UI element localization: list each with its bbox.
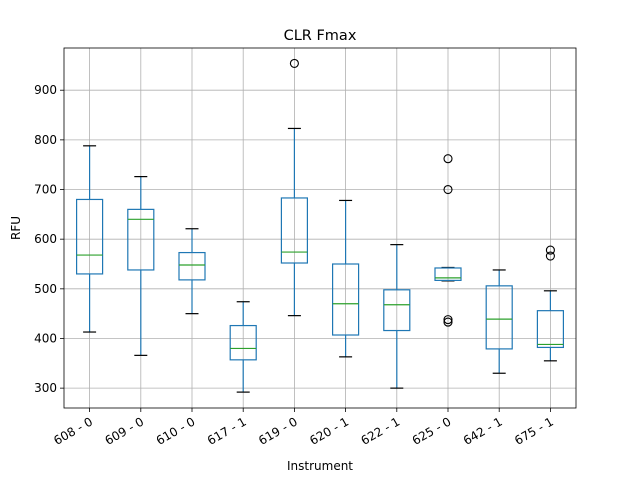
outlier-point — [545, 245, 555, 255]
x-tick-label: 617 - 1 — [205, 414, 249, 447]
y-axis-label: RFU — [9, 216, 23, 240]
y-tick-label: 400 — [34, 331, 57, 345]
iqr-box — [75, 198, 104, 275]
box-608-0 — [75, 145, 104, 333]
box-620-1 — [332, 199, 360, 358]
y-tick-label: 300 — [34, 381, 57, 395]
y-tick-label: 500 — [34, 282, 57, 296]
iqr-box — [434, 267, 462, 281]
chart-title: CLR Fmax — [284, 28, 357, 44]
iqr-box — [178, 251, 206, 281]
x-tick-label: 610 - 0 — [154, 414, 198, 447]
outlier-point — [443, 184, 453, 195]
y-tick-label: 900 — [34, 83, 57, 97]
box-619-0 — [280, 58, 308, 317]
outlier-point — [443, 154, 453, 164]
y-tick-label: 600 — [34, 232, 57, 246]
plot-frame — [63, 47, 577, 409]
x-tick-label: 619 - 0 — [256, 414, 300, 447]
x-axis: 608 - 0 609 - 0 610 - 0 617 - 1 619 - 0 620 -… — [51, 408, 556, 448]
x-tick-label: 642 - 1 — [461, 414, 505, 447]
x-tick-label: 608 - 0 — [51, 414, 95, 447]
box-609-0 — [127, 176, 155, 356]
box-625-0 — [434, 154, 462, 327]
outlier-point — [443, 317, 453, 327]
y-tick-label: 800 — [34, 133, 57, 147]
x-axis-label: Instrument — [287, 459, 353, 473]
y-axis: 300 400 500 600 700 800 900 — [34, 83, 64, 395]
outlier-point — [545, 251, 555, 261]
y-tick-label: 700 — [34, 183, 57, 197]
x-tick-label: 622 - 1 — [358, 414, 402, 447]
iqr-box — [383, 289, 411, 332]
iqr-box — [229, 324, 257, 361]
box-617-1 — [229, 301, 257, 393]
box-642-1 — [485, 269, 513, 374]
boxes — [75, 58, 565, 393]
x-tick-label: 675 - 1 — [512, 414, 556, 447]
iqr-box — [536, 310, 565, 349]
x-tick-label: 625 - 0 — [410, 414, 454, 447]
box-622-1 — [383, 244, 411, 389]
iqr-box — [127, 208, 155, 271]
box-675-1 — [536, 245, 565, 362]
outlier-point — [443, 315, 453, 325]
iqr-box — [485, 285, 513, 350]
iqr-box — [332, 263, 360, 336]
outlier-point — [289, 58, 299, 68]
x-tick-label: 620 - 1 — [307, 414, 351, 447]
box-610-0 — [178, 228, 206, 315]
x-tick-label: 609 - 0 — [102, 414, 146, 447]
iqr-box — [280, 197, 308, 264]
